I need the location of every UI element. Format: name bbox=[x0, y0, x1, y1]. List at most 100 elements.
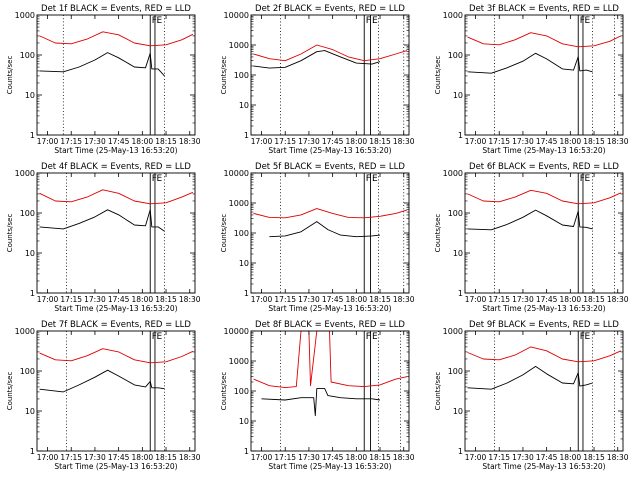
flag-marker-label: F bbox=[366, 174, 371, 184]
x-tick-label: 18:00 bbox=[560, 137, 582, 146]
y-axis-label: Counts/sec bbox=[220, 56, 228, 95]
x-tick-label: 17:15 bbox=[60, 453, 82, 462]
x-tick-label: 17:00 bbox=[37, 137, 59, 146]
lld-series-line bbox=[253, 330, 407, 389]
x-tick-label: 17:45 bbox=[108, 453, 130, 462]
y-tick-label: 10000 bbox=[224, 169, 249, 178]
x-tick-label: 17:45 bbox=[536, 453, 558, 462]
x-tick-label: 18:00 bbox=[132, 295, 154, 304]
plot-frame bbox=[36, 330, 196, 452]
y-tick-label: 100 bbox=[234, 229, 249, 238]
x-axis-label: Start Time (25-May-13 16:53:20) bbox=[54, 146, 177, 155]
x-tick-label: 18:00 bbox=[132, 137, 154, 146]
y-tick-label: 1000 bbox=[443, 327, 463, 336]
x-axis-label: Start Time (25-May-13 16:53:20) bbox=[54, 304, 177, 313]
x-tick-label: 17:00 bbox=[251, 137, 273, 146]
x-tick-label: 17:00 bbox=[465, 295, 487, 304]
x-tick-label: 18:30 bbox=[607, 453, 629, 462]
flag-marker-label: F bbox=[366, 332, 371, 342]
y-tick-label: 10 bbox=[239, 417, 249, 426]
flag-marker-label: F bbox=[366, 16, 371, 26]
y-tick-label: 1 bbox=[30, 131, 35, 140]
panel-title: Det 7f BLACK = Events, RED = LLD bbox=[41, 320, 191, 330]
y-tick-label: 1 bbox=[244, 289, 249, 298]
detector-panel: Det 1f BLACK = Events, RED = LLD F E 1 10 100… bbox=[6, 4, 201, 155]
plot-frame bbox=[36, 172, 196, 294]
y-tick-label: 100 bbox=[234, 71, 249, 80]
y-tick-label: 10000 bbox=[224, 11, 249, 20]
y-tick-label: 1 bbox=[458, 289, 463, 298]
x-axis-label: Start Time (25-May-13 16:53:20) bbox=[482, 462, 605, 471]
panel-title: Det 6f BLACK = Events, RED = LLD bbox=[469, 162, 619, 172]
y-tick-label: 10 bbox=[453, 249, 463, 258]
x-tick-label: 17:45 bbox=[108, 137, 130, 146]
x-tick-label: 18:00 bbox=[346, 295, 368, 304]
flag-marker-label: F bbox=[152, 16, 157, 26]
x-tick-label: 17:30 bbox=[84, 295, 106, 304]
panel-title: Det 1f BLACK = Events, RED = LLD bbox=[41, 4, 191, 14]
y-tick-label: 100 bbox=[448, 367, 463, 376]
x-tick-label: 17:45 bbox=[322, 137, 344, 146]
flag-marker-label: E bbox=[584, 174, 590, 184]
y-tick-label: 1000 bbox=[229, 41, 249, 50]
detector-panel: Det 8f BLACK = Events, RED = LLD F E 1 10 100… bbox=[220, 320, 415, 471]
x-axis-label: Start Time (25-May-13 16:53:20) bbox=[268, 304, 391, 313]
events-series-line bbox=[39, 209, 165, 232]
events-series-line bbox=[467, 52, 593, 74]
y-tick-label: 10 bbox=[239, 259, 249, 268]
panel-title: Det 9f BLACK = Events, RED = LLD bbox=[469, 320, 619, 330]
y-tick-label: 100 bbox=[234, 387, 249, 396]
x-axis-label: Start Time (25-May-13 16:53:20) bbox=[54, 462, 177, 471]
y-tick-label: 1000 bbox=[15, 327, 35, 336]
x-tick-label: 18:15 bbox=[369, 295, 391, 304]
y-tick-label: 1 bbox=[458, 131, 463, 140]
x-tick-label: 17:45 bbox=[536, 137, 558, 146]
lld-series-line bbox=[39, 31, 194, 47]
y-tick-label: 1000 bbox=[229, 357, 249, 366]
x-tick-label: 18:30 bbox=[607, 295, 629, 304]
lld-series-line bbox=[467, 32, 622, 48]
y-tick-label: 1000 bbox=[443, 169, 463, 178]
detector-panel: Det 5f BLACK = Events, RED = LLD F E 1 10 100… bbox=[220, 162, 415, 313]
y-tick-label: 1 bbox=[458, 447, 463, 456]
x-tick-label: 17:30 bbox=[298, 453, 320, 462]
y-tick-label: 1 bbox=[30, 289, 35, 298]
x-axis-label: Start Time (25-May-13 16:53:20) bbox=[268, 146, 391, 155]
x-tick-label: 17:30 bbox=[84, 137, 106, 146]
y-tick-label: 1 bbox=[30, 447, 35, 456]
panel-title: Det 5f BLACK = Events, RED = LLD bbox=[255, 162, 405, 172]
y-tick-label: 100 bbox=[20, 51, 35, 60]
y-axis-label: Counts/sec bbox=[220, 214, 228, 253]
plot-frame bbox=[36, 14, 196, 136]
x-tick-label: 17:00 bbox=[37, 453, 59, 462]
flag-marker-label: E bbox=[372, 174, 378, 184]
flag-marker-label: F bbox=[580, 174, 585, 184]
x-tick-label: 18:30 bbox=[179, 453, 201, 462]
y-tick-label: 100 bbox=[448, 209, 463, 218]
y-tick-label: 1 bbox=[244, 131, 249, 140]
lld-series-line bbox=[467, 189, 622, 205]
y-axis-label: Counts/sec bbox=[434, 56, 442, 95]
y-tick-label: 100 bbox=[448, 51, 463, 60]
x-tick-label: 18:15 bbox=[155, 295, 177, 304]
detector-panel: Det 9f BLACK = Events, RED = LLD F E 1 10 100… bbox=[434, 320, 629, 471]
x-tick-label: 18:15 bbox=[583, 137, 605, 146]
flag-marker-label: F bbox=[580, 16, 585, 26]
x-tick-label: 18:00 bbox=[560, 295, 582, 304]
flag-marker-label: E bbox=[156, 332, 162, 342]
plot-frame bbox=[464, 330, 624, 452]
x-axis-label: Start Time (25-May-13 16:53:20) bbox=[482, 304, 605, 313]
x-axis-label: Start Time (25-May-13 16:53:20) bbox=[268, 462, 391, 471]
x-tick-label: 17:45 bbox=[108, 295, 130, 304]
x-tick-label: 17:00 bbox=[251, 295, 273, 304]
detector-panel: Det 7f BLACK = Events, RED = LLD F E 1 10 100… bbox=[6, 320, 201, 471]
lld-series-line bbox=[253, 44, 408, 62]
flag-marker-label: F bbox=[152, 174, 157, 184]
detector-panel: Det 6f BLACK = Events, RED = LLD F E 1 10 100… bbox=[434, 162, 629, 313]
events-series-line bbox=[467, 365, 593, 390]
x-tick-label: 18:30 bbox=[179, 137, 201, 146]
y-tick-label: 100 bbox=[20, 209, 35, 218]
detector-panel: Det 2f BLACK = Events, RED = LLD F E 1 10 100… bbox=[220, 4, 415, 155]
detector-panel: Det 4f BLACK = Events, RED = LLD F E 1 10 100… bbox=[6, 162, 201, 313]
